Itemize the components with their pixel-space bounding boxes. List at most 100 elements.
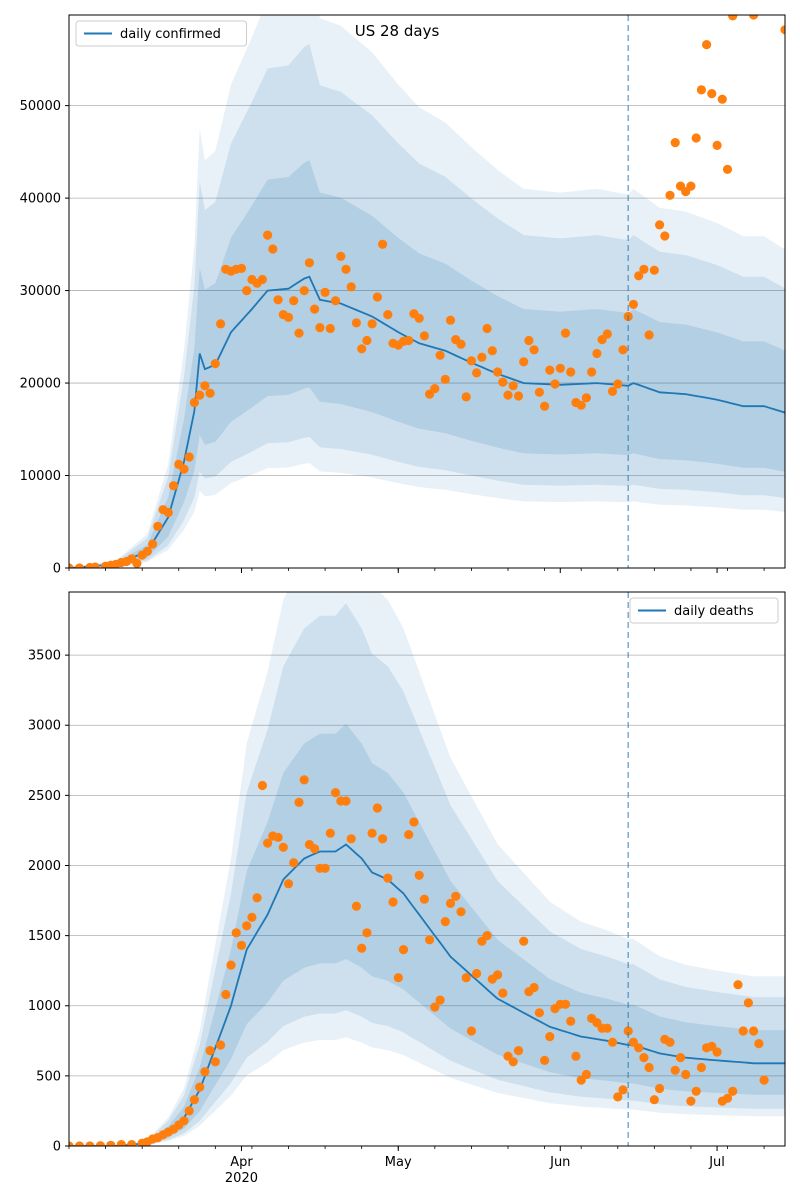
observed-point [670, 138, 680, 148]
observed-point [90, 562, 100, 568]
legend-label: daily deaths [674, 604, 754, 619]
y-tick-label: 10000 [20, 469, 61, 484]
observed-point [696, 1062, 707, 1073]
observed-point [236, 263, 247, 273]
observed-point [696, 85, 707, 95]
observed-point [362, 928, 372, 938]
observed-point [717, 94, 727, 104]
observed-point [508, 381, 518, 391]
observed-point [341, 796, 351, 806]
observed-point [435, 995, 445, 1005]
observed-point [639, 1053, 649, 1063]
observed-point [639, 264, 649, 274]
observed-point [289, 858, 299, 868]
observed-point [634, 271, 644, 281]
observed-point [545, 365, 555, 375]
observed-point [330, 788, 341, 798]
x-tick-label: Jul [708, 1155, 725, 1170]
observed-point [189, 1095, 199, 1105]
observed-point [325, 323, 335, 334]
observed-point [325, 828, 335, 838]
observed-point [466, 356, 476, 366]
observed-point [320, 287, 330, 297]
observed-point [435, 350, 445, 360]
observed-point [560, 328, 571, 338]
observed-point [702, 40, 712, 50]
observed-point [351, 318, 361, 328]
observed-point [148, 539, 158, 549]
observed-point [738, 1026, 748, 1036]
observed-point [660, 231, 670, 241]
observed-point [195, 390, 205, 400]
observed-point [383, 310, 393, 320]
observed-point [69, 563, 74, 568]
observed-point [634, 1043, 644, 1053]
observed-point [74, 563, 85, 568]
observed-point [283, 312, 294, 322]
y-tick-label: 40000 [20, 192, 61, 207]
observed-point [74, 1141, 85, 1146]
observed-point [665, 1037, 675, 1047]
observed-point [613, 1092, 623, 1102]
observed-point [461, 392, 471, 402]
observed-point [404, 335, 414, 346]
observed-point [519, 936, 529, 946]
observed-point [550, 379, 560, 389]
x-tick-label: May [385, 1155, 412, 1170]
observed-point [540, 401, 550, 411]
observed-point [707, 89, 717, 99]
observed-point [749, 1026, 759, 1036]
observed-point [236, 940, 247, 951]
observed-point [425, 935, 435, 945]
observed-point [404, 830, 414, 840]
observed-point [628, 299, 639, 309]
observed-point [733, 980, 743, 990]
observed-point [581, 1069, 592, 1080]
observed-point [247, 912, 257, 923]
observed-point [310, 844, 320, 854]
confirmed-panel: 0 10000 20000 30000 40000 50000 daily confirme… [20, 14, 786, 577]
observed-point [686, 1096, 696, 1106]
observed-point [508, 1057, 518, 1067]
observed-point [127, 1140, 137, 1146]
y-tick-label: 1500 [28, 929, 61, 944]
observed-point [440, 374, 450, 384]
observed-point [587, 367, 597, 377]
observed-point [242, 921, 252, 931]
observed-point [378, 834, 388, 844]
observed-point [513, 391, 524, 401]
axes-frame [68, 14, 786, 569]
observed-point [341, 264, 351, 274]
observed-point [294, 797, 304, 808]
observed-point [132, 558, 142, 568]
observed-point [440, 917, 450, 927]
axes-frame [68, 591, 786, 1147]
observed-point [472, 368, 482, 378]
observed-point [221, 989, 231, 1000]
observed-point [728, 15, 738, 21]
observed-point [283, 879, 294, 889]
observed-point [153, 521, 163, 532]
observed-point [644, 1062, 654, 1073]
observed-point [566, 1016, 576, 1026]
observed-point [759, 1075, 769, 1085]
observed-point [252, 893, 262, 903]
observed-point [456, 339, 466, 349]
observed-point [722, 164, 733, 174]
observed-point [320, 863, 330, 873]
observed-point [581, 393, 592, 403]
observed-point [780, 25, 785, 35]
observed-point [357, 344, 367, 354]
y-tick-label: 2000 [28, 859, 61, 874]
observed-point [383, 873, 393, 883]
observed-point [445, 898, 456, 909]
observed-point [445, 315, 456, 325]
observed-point [655, 220, 665, 230]
observed-point [367, 319, 377, 329]
observed-point [372, 292, 382, 302]
observed-point [607, 386, 618, 396]
observed-point [294, 328, 304, 338]
observed-point [681, 1069, 691, 1080]
observed-point [712, 140, 722, 150]
